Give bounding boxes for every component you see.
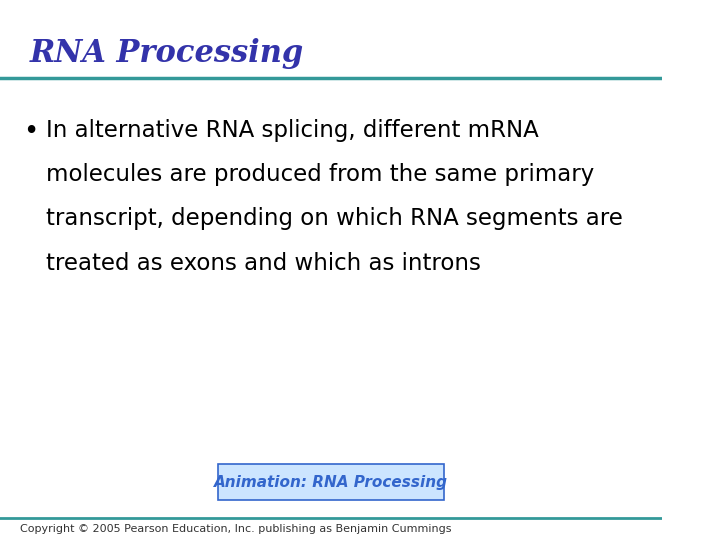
FancyBboxPatch shape	[218, 464, 444, 500]
Text: In alternative RNA splicing, different mRNA: In alternative RNA splicing, different m…	[46, 119, 539, 142]
Text: •: •	[23, 119, 38, 145]
Text: RNA Processing: RNA Processing	[30, 38, 304, 69]
Text: Copyright © 2005 Pearson Education, Inc. publishing as Benjamin Cummings: Copyright © 2005 Pearson Education, Inc.…	[20, 523, 451, 534]
Text: molecules are produced from the same primary: molecules are produced from the same pri…	[46, 163, 595, 186]
Text: treated as exons and which as introns: treated as exons and which as introns	[46, 252, 481, 275]
Text: transcript, depending on which RNA segments are: transcript, depending on which RNA segme…	[46, 207, 624, 231]
Text: Animation: RNA Processing: Animation: RNA Processing	[214, 475, 448, 490]
